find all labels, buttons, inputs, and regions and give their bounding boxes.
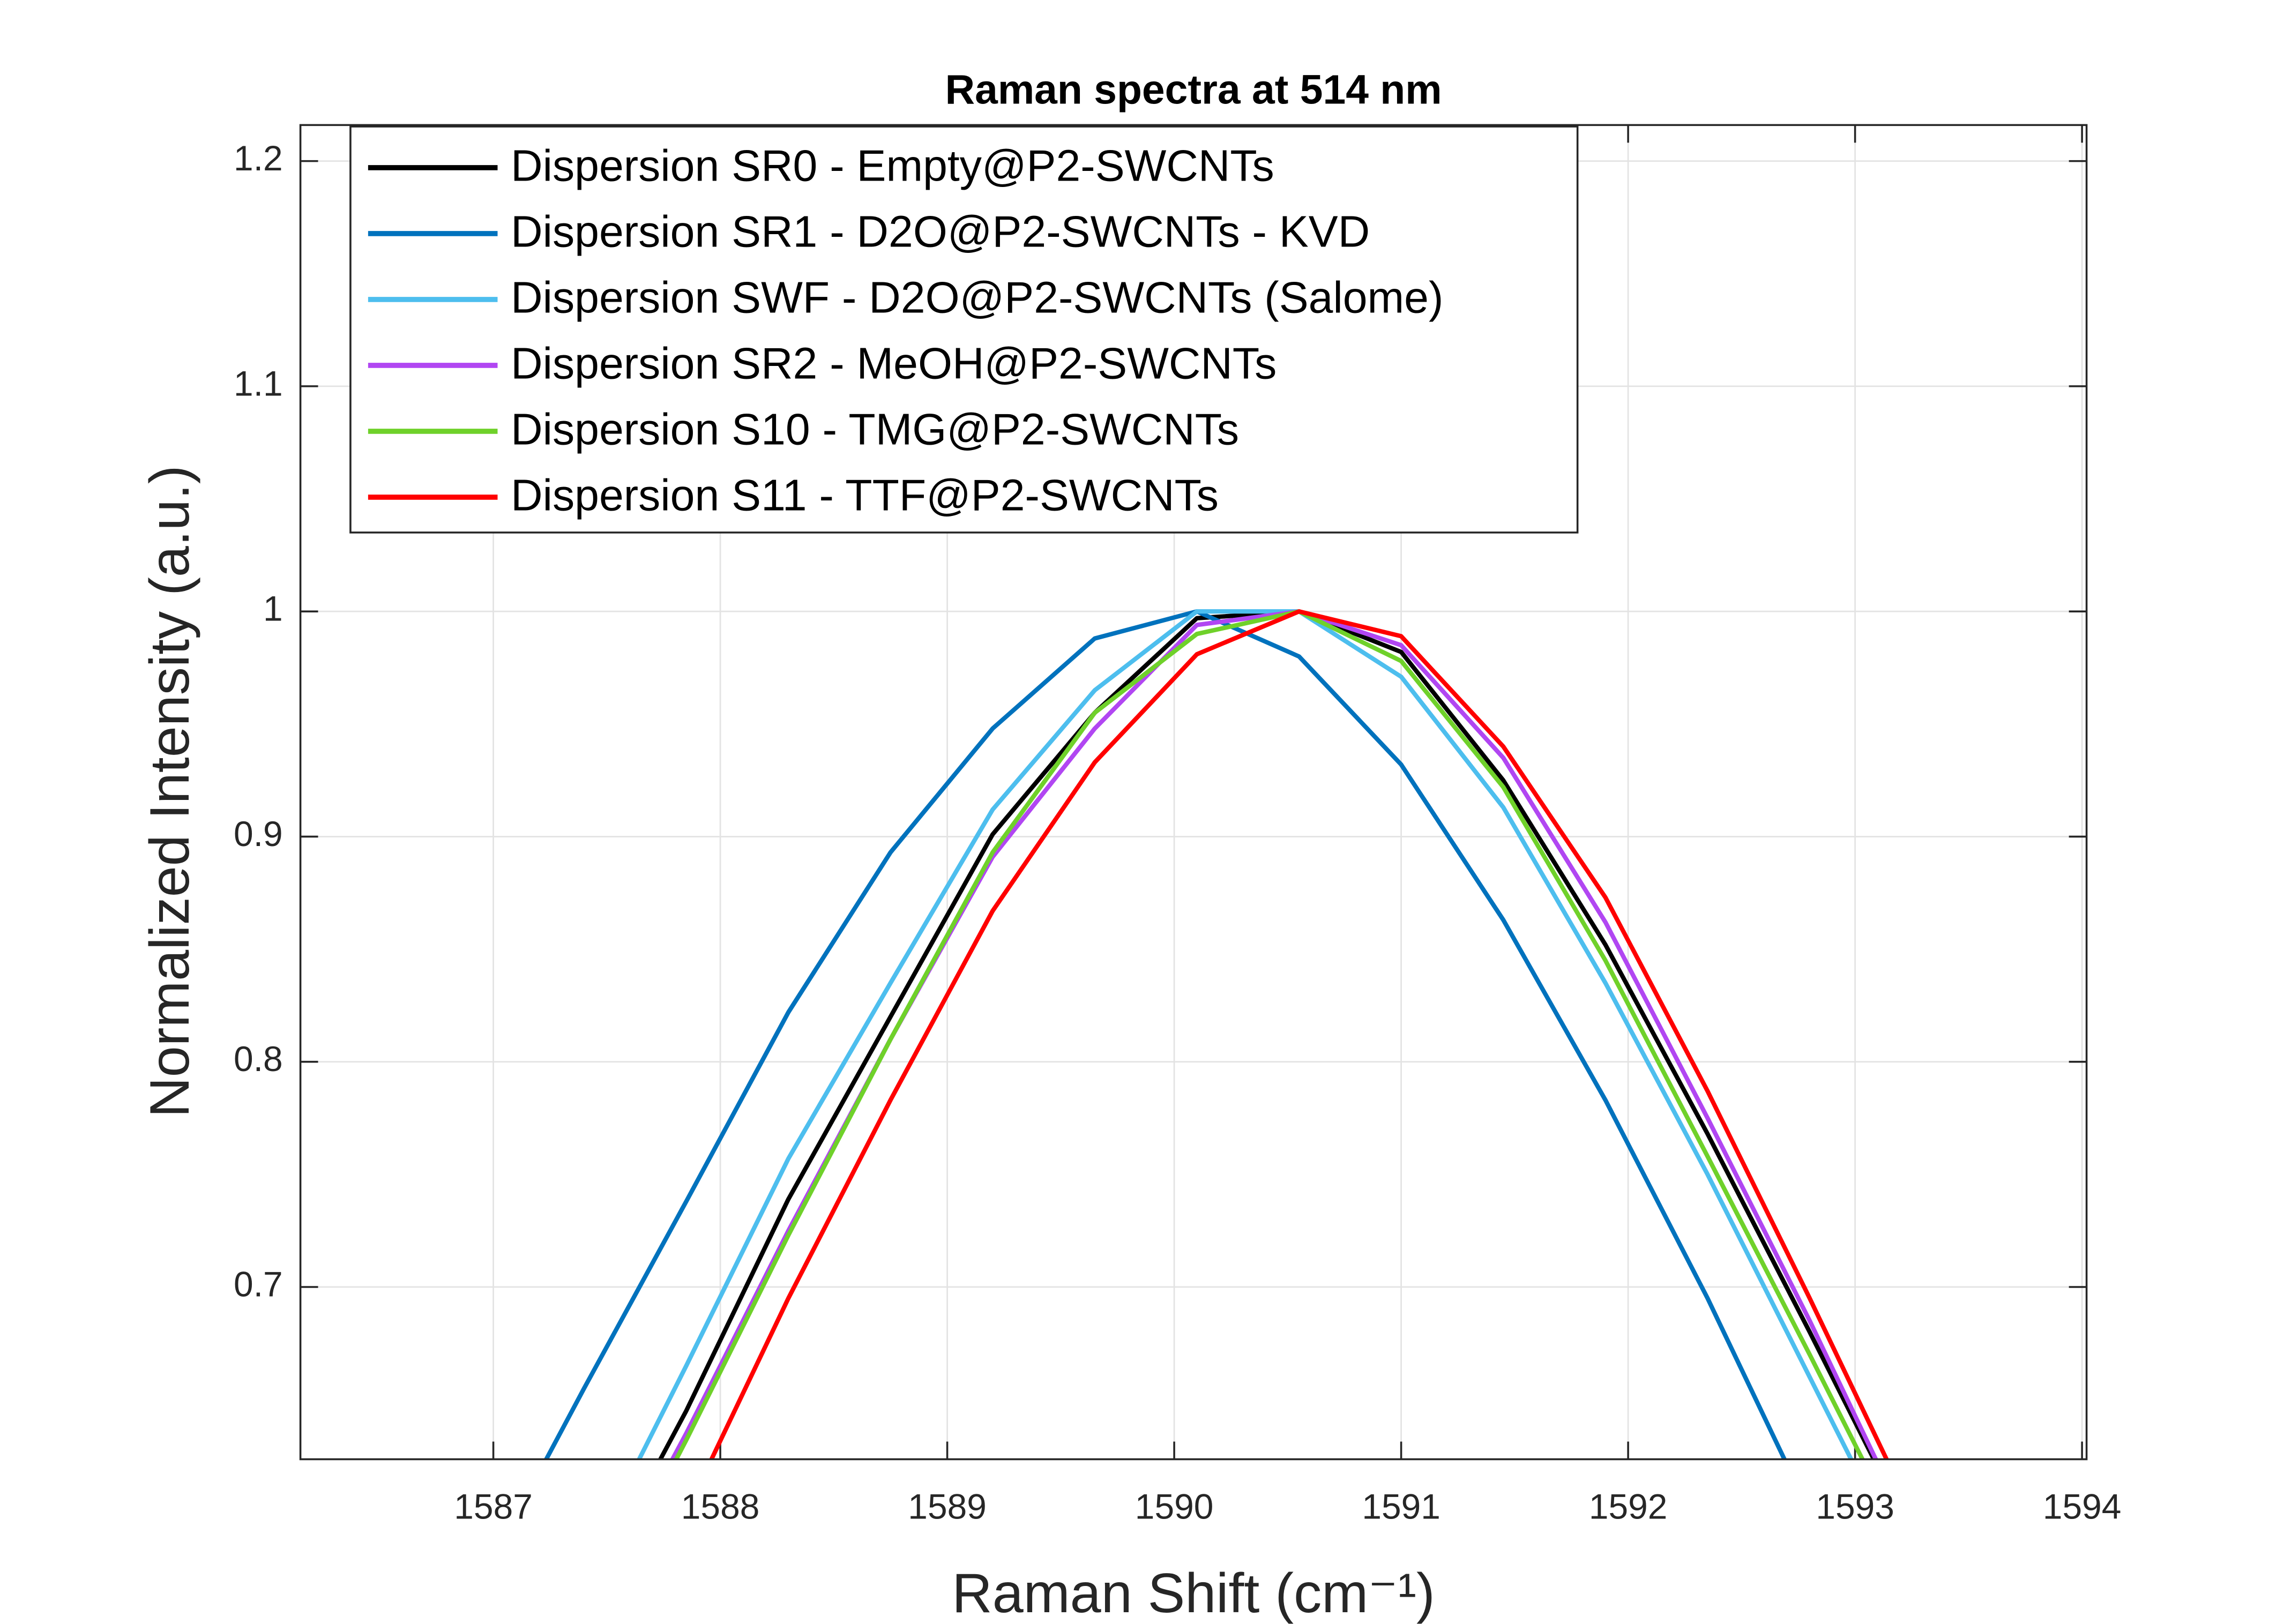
x-axis-label: Raman Shift (cm⁻¹): [952, 1562, 1435, 1624]
legend-box: [349, 125, 1579, 534]
y-tick-label: 1: [263, 589, 283, 628]
y-tick-label: 1.2: [234, 138, 283, 178]
y-tick-label: 0.8: [234, 1039, 283, 1079]
line-series: [670, 609, 1878, 1460]
line-series: [637, 609, 1854, 1460]
x-tick-label: 1593: [1816, 1486, 1894, 1526]
x-tick-label: 1591: [1362, 1486, 1440, 1526]
legend-label: Dispersion SR2 - MeOH@P2-SWCNTs: [511, 339, 1277, 388]
legend-label: Dispersion SR0 - Empty@P2-SWCNTs: [511, 141, 1274, 190]
x-tick-label: 1592: [1589, 1486, 1668, 1526]
x-tick-label: 1588: [681, 1486, 760, 1526]
legend-label: Dispersion S10 - TMG@P2-SWCNTs: [511, 405, 1239, 454]
legend-label: Dispersion S11 - TTF@P2-SWCNTs: [511, 470, 1219, 520]
x-tick-label: 1594: [2043, 1486, 2122, 1526]
y-tick-label: 0.7: [234, 1264, 283, 1304]
y-tick-label: 1.1: [234, 363, 283, 403]
line-series: [674, 609, 1865, 1460]
axes-box: [299, 124, 2088, 1461]
line-series: [658, 609, 1877, 1460]
line-series: [709, 609, 1889, 1460]
legend-label: Dispersion SWF - D2O@P2-SWCNTs (Salome): [511, 273, 1443, 322]
chart-title: Raman spectra at 514 nm: [945, 66, 1442, 113]
plot-area: [543, 609, 1889, 1460]
x-tick-label: 1590: [1135, 1486, 1214, 1526]
legend-label: Dispersion SR1 - D2O@P2-SWCNTs - KVD: [511, 207, 1370, 256]
y-axis-label: Normalized Intensity (a.u.): [139, 465, 201, 1117]
y-tick-label: 0.9: [234, 814, 283, 854]
x-tick-label: 1587: [454, 1486, 533, 1526]
x-tick-label: 1589: [908, 1486, 987, 1526]
